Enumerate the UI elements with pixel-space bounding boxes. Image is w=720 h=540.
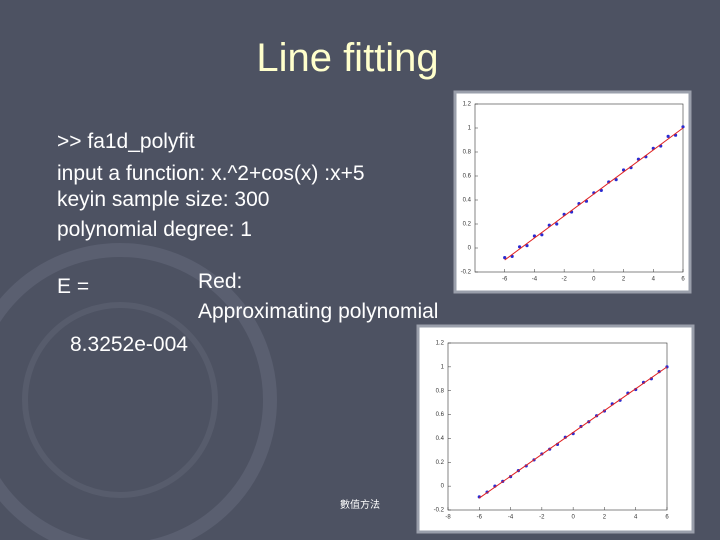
y-tick-label: 0.4 (463, 198, 472, 204)
y-tick-label: 0.8 (436, 388, 445, 394)
point (540, 233, 544, 237)
x-tick-label: -4 (532, 277, 538, 283)
watermark (0, 243, 277, 540)
y-tick-label: 0.2 (436, 460, 445, 466)
plot: -0.2 0 0.2 0.4 0.6 0.8 1 1.2 -6 -4 -2 0 2 4 6 (453, 90, 692, 294)
code-line: keyin sample size: 300 (57, 188, 270, 211)
x-tick-label: 0 (571, 515, 575, 521)
y-tick-label: 0.4 (436, 436, 445, 442)
x-tick-label: 0 (592, 277, 596, 283)
y-tick-label: -0.2 (461, 270, 472, 276)
y-tick-label: 1.2 (436, 341, 445, 347)
y-tick-label: 0 (468, 246, 472, 252)
plot-frame (453, 90, 692, 294)
e-label: E = (57, 275, 90, 298)
fit-line (504, 127, 684, 261)
x-tick-label: 6 (681, 277, 685, 283)
x-tick-label: -4 (508, 515, 514, 521)
point (666, 134, 670, 138)
point (503, 256, 507, 260)
y-tick-label: 0.6 (463, 174, 472, 180)
point (525, 244, 529, 248)
x-tick-label: -2 (539, 515, 545, 521)
footer: 數值方法 (340, 500, 380, 511)
x-tick-label: 4 (634, 515, 638, 521)
point (517, 245, 522, 249)
y-tick-label: 0.2 (463, 222, 472, 228)
code-line: input a function: x.^2+cos(x) :x+5 (57, 162, 365, 185)
plot-area (474, 103, 684, 273)
title: Line fitting (256, 36, 439, 80)
x-tick-label: -6 (477, 515, 483, 521)
point (681, 125, 685, 129)
point (614, 178, 618, 182)
watermark (22, 302, 218, 498)
x-tick-label: -2 (561, 277, 567, 283)
fit-line (478, 366, 668, 499)
note: Red: (198, 270, 243, 293)
e-value: 8.3252e-004 (70, 333, 188, 356)
plot: -0.2 0 0.2 0.4 0.6 0.8 1 1.2 -8 -6 -4 -2 0 2 4 6 (416, 324, 695, 534)
plot-frame (416, 324, 695, 534)
x-tick-label: -6 (502, 277, 508, 283)
code-line: >> fa1d_polyfit (57, 130, 195, 153)
y-tick-label: 1.2 (463, 102, 472, 108)
x-tick-label: 4 (652, 277, 656, 283)
y-tick-label: 1 (468, 126, 472, 132)
y-tick-label: 0.8 (463, 150, 472, 156)
x-tick-label: 2 (622, 277, 626, 283)
y-tick-label: 0.6 (436, 412, 445, 418)
note: Approximating polynomial (198, 300, 439, 323)
y-tick-label: 1 (441, 364, 445, 370)
x-tick-label: 6 (665, 515, 669, 521)
code-line: polynomial degree: 1 (57, 218, 252, 241)
plot-area (447, 342, 668, 511)
x-tick-label: -8 (445, 515, 451, 521)
point (555, 222, 559, 226)
y-tick-label: -0.2 (434, 508, 445, 514)
y-tick-label: 0 (441, 484, 445, 490)
x-tick-label: 2 (603, 515, 607, 521)
